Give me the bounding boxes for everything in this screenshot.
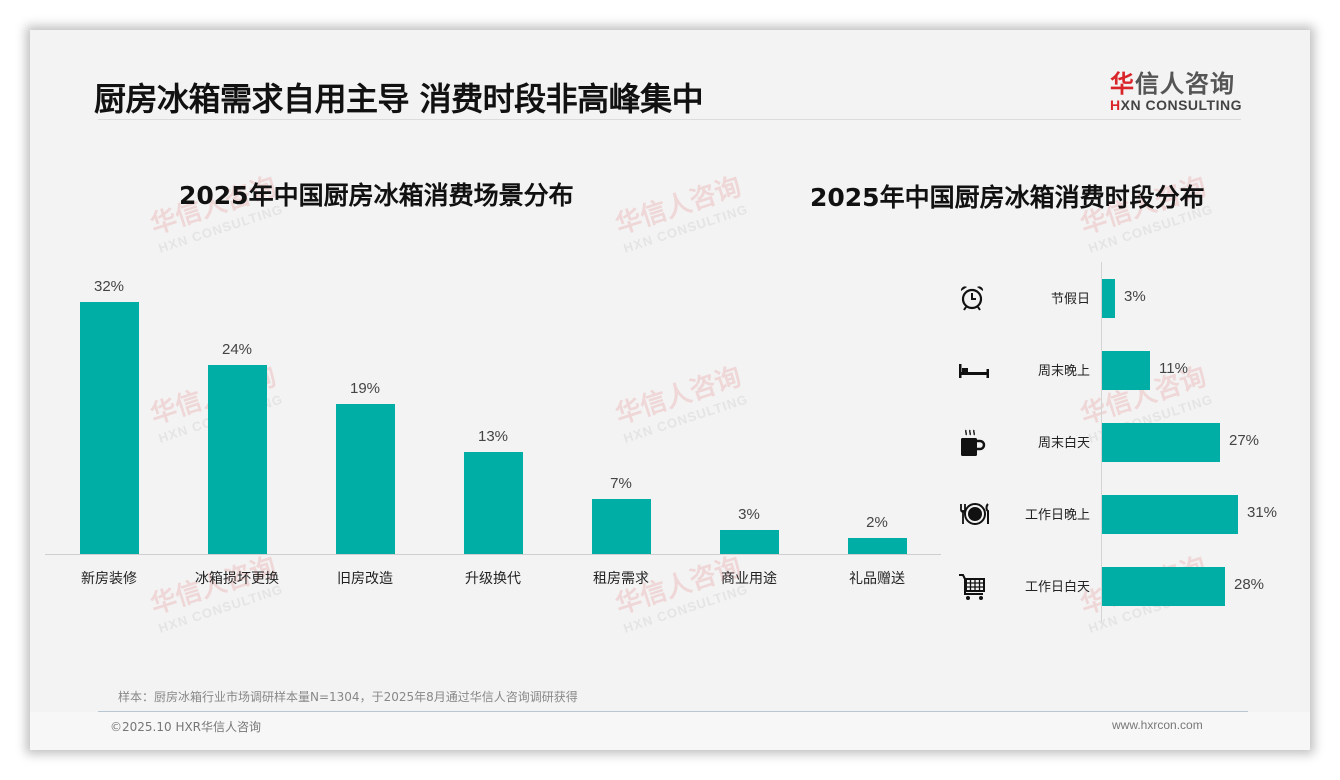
brand-logo: 华信人咨询 HXN CONSULTING <box>1110 64 1245 113</box>
slide: 华信人咨询 HXN CONSULTING 华信人咨询 HXN CONSULTING 华信… <box>30 30 1310 750</box>
column-category-label: 旧房改造 <box>337 571 393 587</box>
website-link[interactable]: www.hxrcon.com <box>1112 718 1203 732</box>
bar-category-label: 工作日晚上 <box>1024 508 1090 523</box>
column-item: 24% 冰箱损坏更换 <box>173 270 301 590</box>
column-item: 19% 旧房改造 <box>301 270 429 590</box>
x-axis-line <box>45 554 941 555</box>
column-item: 7% 租房需求 <box>557 270 685 590</box>
bar-row: 周末晚上 11% <box>940 334 1300 406</box>
column-item: 32% 新房装修 <box>45 270 173 590</box>
footer-band <box>30 712 1310 750</box>
column-category-label: 租房需求 <box>593 571 649 587</box>
bar-row: 工作日白天 28% <box>940 550 1300 622</box>
column-value-label: 32% <box>93 278 125 295</box>
column-category-label: 升级换代 <box>465 571 521 587</box>
logo-cn-text: 华信人咨询 <box>1110 70 1235 98</box>
bar-category-label: 周末白天 <box>1037 436 1090 451</box>
bed-icon <box>958 356 990 384</box>
footer-divider <box>98 711 1248 712</box>
title-divider <box>98 119 1241 120</box>
bar-value-label: 28% <box>1234 576 1265 593</box>
column-chart-title: 2025年中国厨房冰箱消费场景分布 <box>179 181 574 210</box>
bar <box>1102 279 1115 318</box>
bar-value-label: 27% <box>1229 432 1260 449</box>
scenario-column-chart: 32% 新房装修 24% 冰箱损坏更换 19% 旧房改造 13% 升级换代 7% 租房需求 3% 商业… <box>45 270 941 590</box>
plate-fork-knife-icon <box>958 500 990 528</box>
copyright: ©2025.10 HXR华信人咨询 <box>110 720 262 734</box>
bar-value-label: 3% <box>1124 288 1146 305</box>
column-category-label: 冰箱损坏更换 <box>195 571 279 587</box>
column-value-label: 7% <box>610 475 632 492</box>
logo-en-text: HXN CONSULTING <box>1110 97 1242 113</box>
bar-value-label: 31% <box>1247 504 1278 521</box>
column-bar <box>720 530 779 554</box>
shopping-cart-icon <box>958 572 990 600</box>
bar-category-label: 工作日白天 <box>1024 580 1090 595</box>
sample-note: 样本：厨房冰箱行业市场调研样本量N=1304，于2025年8月通过华信人咨询调研… <box>118 690 578 704</box>
column-category-label: 礼品赠送 <box>849 571 905 587</box>
column-bar <box>80 302 139 554</box>
column-item: 2% 礼品赠送 <box>813 270 941 590</box>
column-item: 13% 升级换代 <box>429 270 557 590</box>
column-item: 3% 商业用途 <box>685 270 813 590</box>
alarm-clock-icon <box>958 284 990 312</box>
column-value-label: 3% <box>738 506 760 523</box>
column-value-label: 2% <box>866 514 888 531</box>
page-title: 厨房冰箱需求自用主导 消费时段非高峰集中 <box>94 80 704 118</box>
hot-coffee-mug-icon <box>958 428 990 456</box>
bar-category-label: 节假日 <box>1050 292 1090 307</box>
column-category-label: 商业用途 <box>721 571 777 587</box>
column-category-label: 新房装修 <box>81 571 137 587</box>
bar-row: 节假日 3% <box>940 262 1300 334</box>
column-bar <box>848 538 907 554</box>
bar-row: 周末白天 27% <box>940 406 1300 478</box>
column-value-label: 19% <box>349 380 381 397</box>
bar <box>1102 351 1150 390</box>
bar <box>1102 495 1238 534</box>
bar-category-label: 周末晚上 <box>1037 364 1090 379</box>
column-value-label: 24% <box>221 341 253 358</box>
bar-chart-title: 2025年中国厨房冰箱消费时段分布 <box>810 183 1205 212</box>
column-value-label: 13% <box>477 428 509 445</box>
y-axis-line <box>1101 262 1102 622</box>
column-bar <box>336 404 395 554</box>
bar <box>1102 423 1220 462</box>
column-bar <box>208 365 267 554</box>
time-period-bar-chart: 节假日 3% 周末晚上 11% 周末白天 27% 工作日晚上 31% 工作日白天 28% <box>940 262 1300 622</box>
column-bar <box>464 452 523 554</box>
column-bar <box>592 499 651 554</box>
bar <box>1102 567 1225 606</box>
bar-row: 工作日晚上 31% <box>940 478 1300 550</box>
bar-value-label: 11% <box>1159 360 1188 377</box>
